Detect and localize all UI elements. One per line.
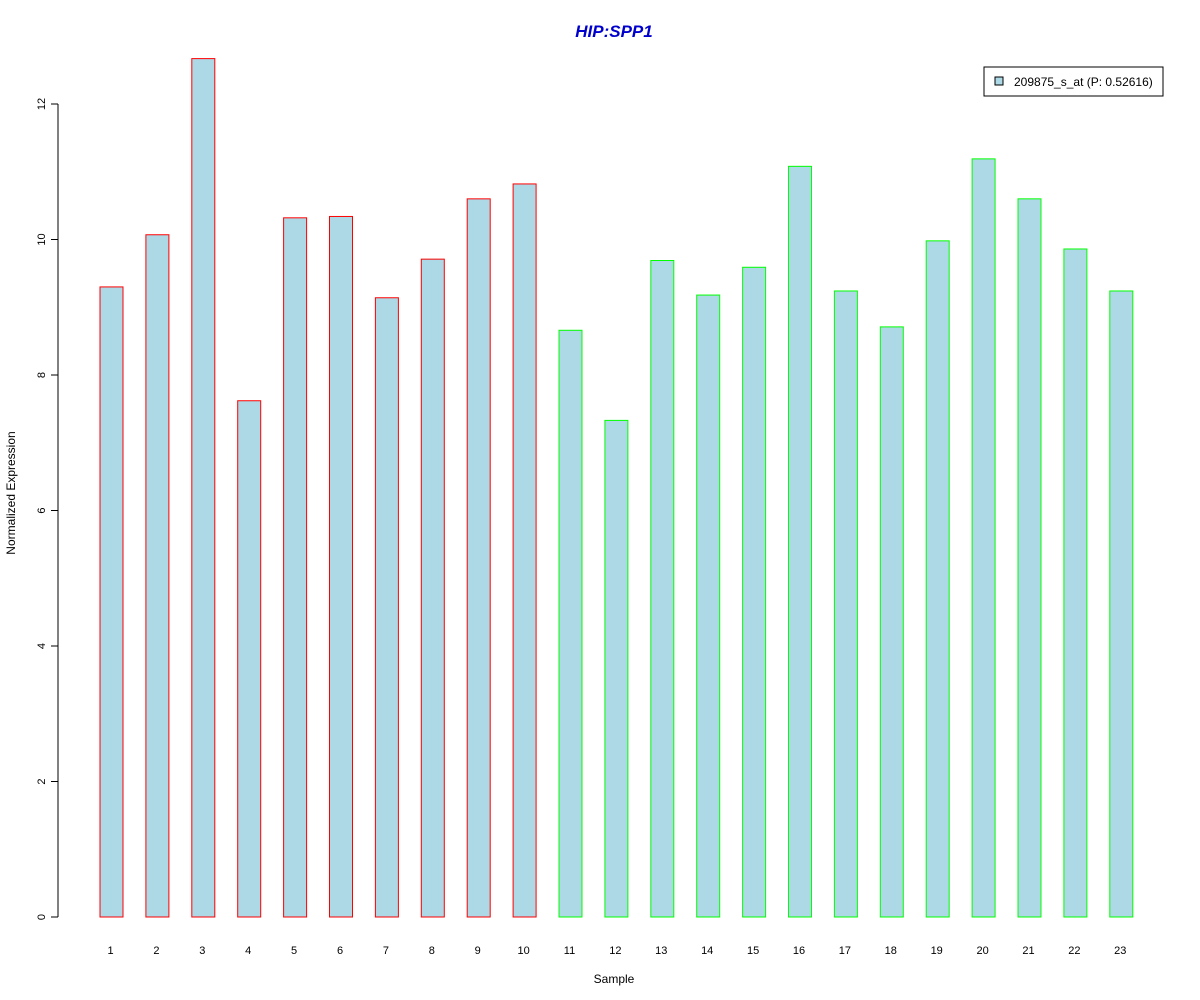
y-tick-label: 2 <box>36 778 48 784</box>
bar-sample-6 <box>329 215 353 918</box>
bar-sample-4 <box>237 400 262 918</box>
bar-sample-1 <box>99 286 124 918</box>
x-tick-label: 22 <box>1068 945 1080 957</box>
legend-swatch <box>994 76 1004 86</box>
bar-sample-21 <box>1017 198 1042 918</box>
bar-sample-22 <box>1063 248 1088 918</box>
bar-sample-3 <box>191 58 216 918</box>
x-tick-label: 7 <box>383 945 389 957</box>
x-tick-label: 21 <box>1022 945 1034 957</box>
x-tick-label: 19 <box>931 945 943 957</box>
x-tick-label: 23 <box>1114 945 1126 957</box>
bar-sample-14 <box>696 294 721 918</box>
x-tick-labels: 1 2 3 4 5 6 7 8 9 10 11 12 13 14 15 16 17 18 19 20 21 22 23 <box>107 945 1126 957</box>
x-axis-label: Sample <box>594 972 635 986</box>
bar-sample-16 <box>788 165 812 918</box>
x-tick-label: 4 <box>245 945 251 957</box>
x-tick-label: 10 <box>517 945 529 957</box>
x-tick-label: 13 <box>655 945 667 957</box>
x-tick-label: 11 <box>564 945 575 957</box>
x-tick-label: 14 <box>701 945 713 957</box>
x-tick-label: 2 <box>153 945 159 957</box>
x-tick-label: 17 <box>839 945 851 957</box>
legend-box <box>983 66 1164 97</box>
bars <box>99 58 1134 918</box>
bar-sample-23 <box>1109 290 1134 918</box>
y-tick-label: 4 <box>36 643 48 649</box>
x-tick-label: 20 <box>976 945 988 957</box>
x-tick-label: 8 <box>429 945 435 957</box>
bar-sample-5 <box>283 217 308 918</box>
bar-sample-12 <box>604 419 629 918</box>
x-tick-label: 3 <box>199 945 205 957</box>
bar-sample-20 <box>971 158 996 918</box>
bar-sample-2 <box>145 234 170 918</box>
y-tick-label: 12 <box>36 98 48 110</box>
x-tick-label: 1 <box>107 945 113 957</box>
bar-sample-10 <box>512 183 537 918</box>
y-tick-label: 0 <box>36 914 48 920</box>
y-axis: 0 2 4 6 8 10 12 <box>36 98 59 920</box>
y-tick-label: 6 <box>36 507 48 513</box>
x-tick-label: 9 <box>475 945 481 957</box>
y-tick-label: 8 <box>36 372 48 378</box>
x-tick-label: 12 <box>609 945 621 957</box>
bar-sample-13 <box>650 260 675 918</box>
bar-sample-8 <box>420 258 445 918</box>
bar-sample-15 <box>742 266 767 918</box>
legend: 209875_s_at (P: 0.52616) <box>983 66 1164 97</box>
y-tick-label: 10 <box>36 233 48 245</box>
bar-sample-18 <box>879 326 904 918</box>
chart-title: HIP:SPP1 <box>575 22 652 41</box>
legend-label: 209875_s_at (P: 0.52616) <box>1014 75 1153 89</box>
x-tick-label: 16 <box>793 945 805 957</box>
bar-sample-19 <box>925 240 950 918</box>
x-tick-label: 6 <box>337 945 343 957</box>
x-tick-label: 15 <box>747 945 759 957</box>
y-axis-label: Normalized Expression <box>4 431 18 554</box>
bar-sample-11 <box>558 329 583 918</box>
x-tick-label: 18 <box>885 945 897 957</box>
bar-sample-7 <box>374 297 399 918</box>
bar-sample-9 <box>466 198 491 918</box>
bar-sample-17 <box>833 290 858 918</box>
x-tick-label: 5 <box>291 945 297 957</box>
